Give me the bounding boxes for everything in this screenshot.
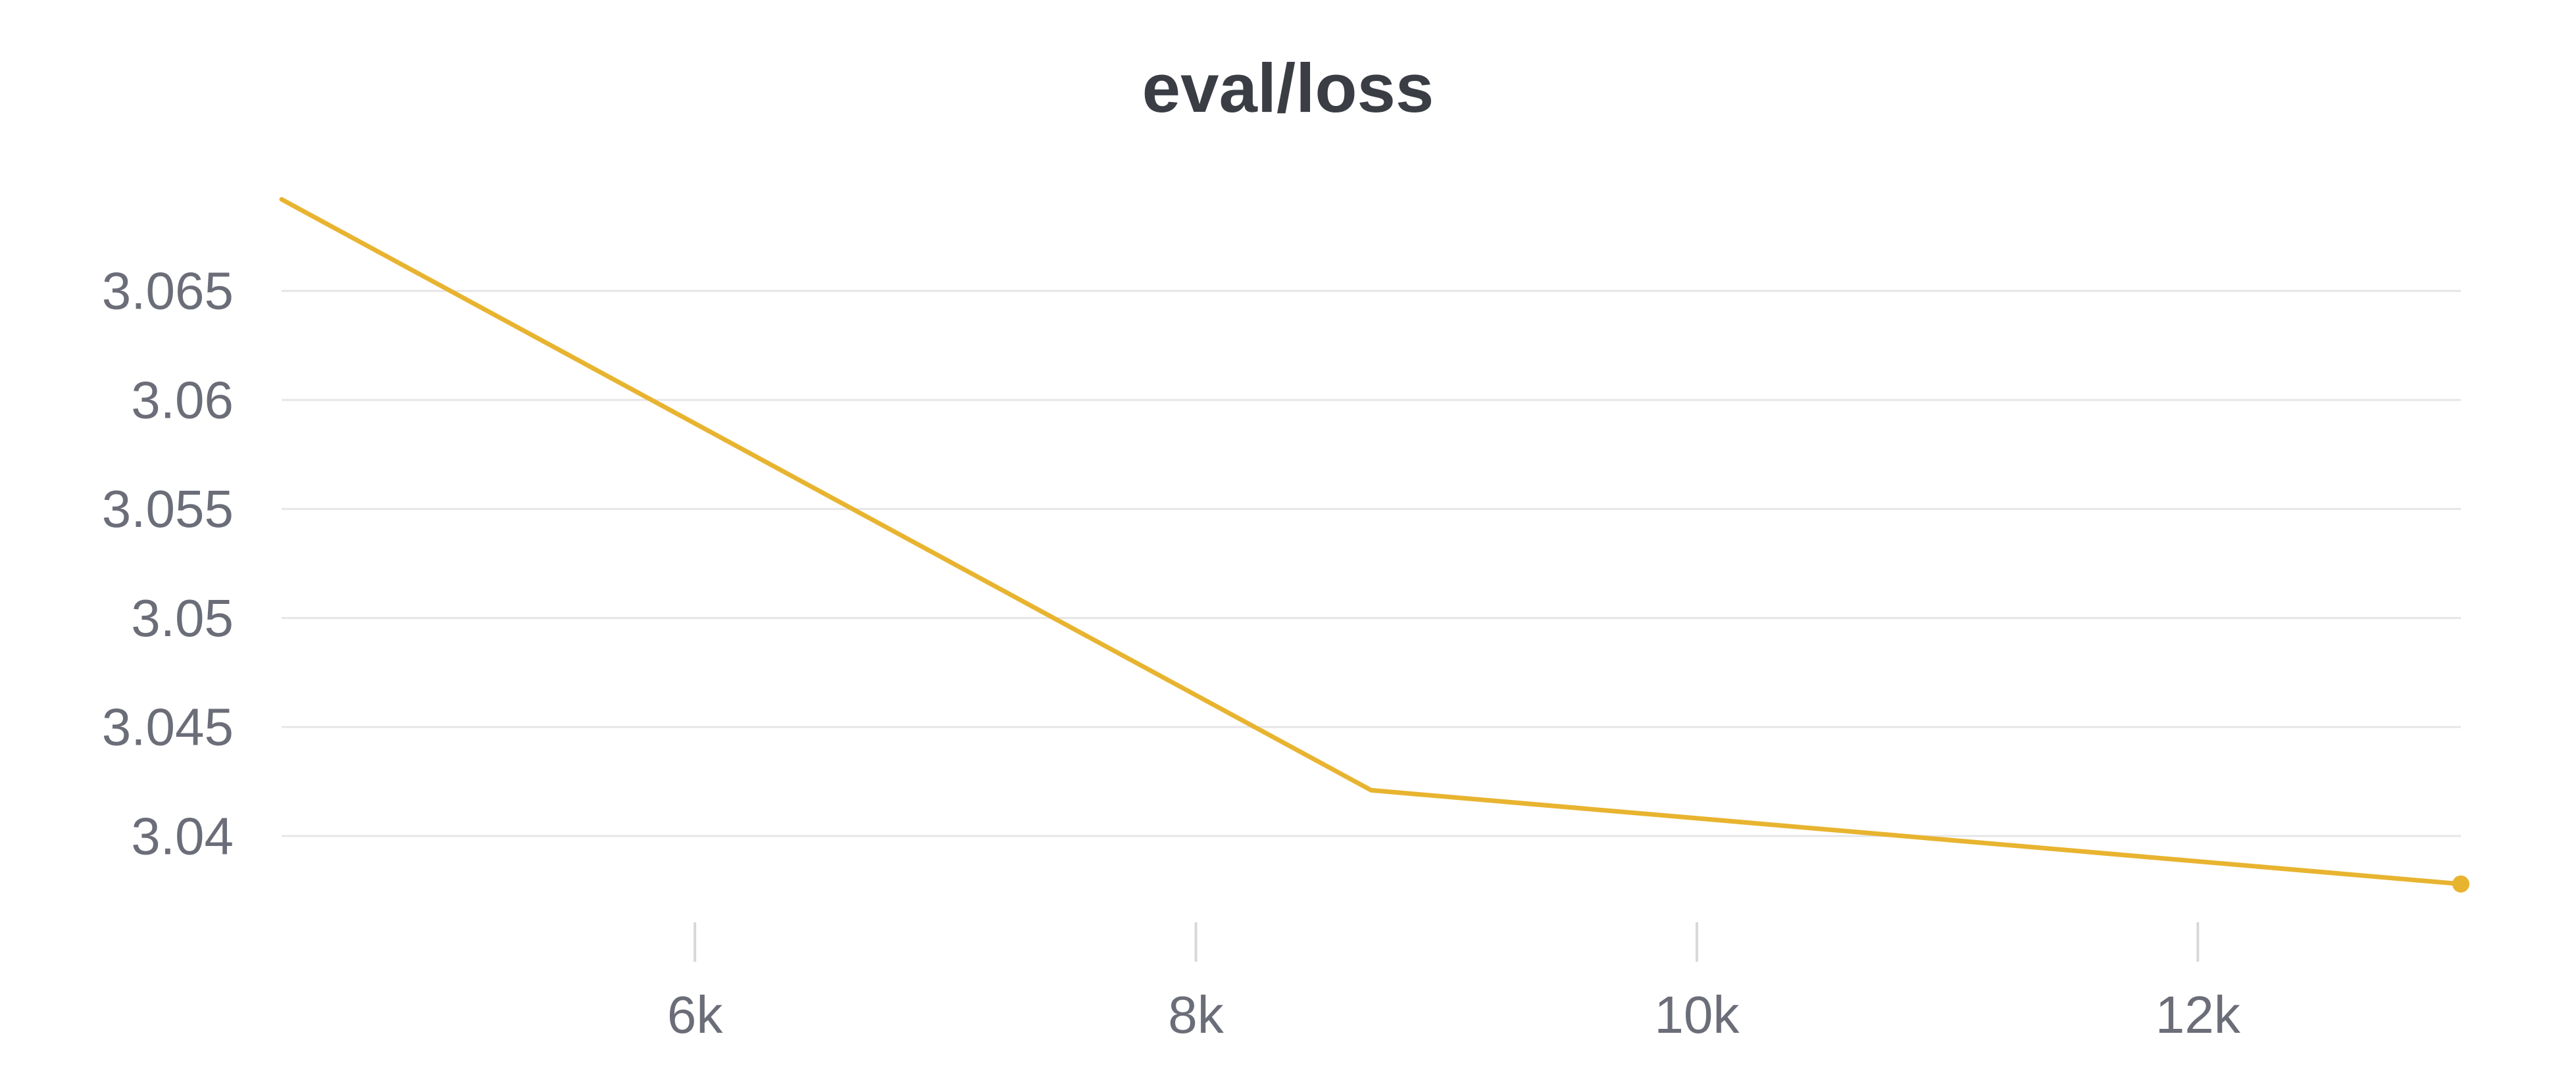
- x-axis: 6k 8k 10k 12k: [667, 922, 2241, 1044]
- y-tick-label: 3.055: [102, 480, 234, 538]
- y-tick-label: 3.065: [102, 262, 234, 320]
- series-layer: [279, 197, 2469, 893]
- x-tick-label: 8k: [1168, 985, 1224, 1044]
- x-tick-label: 12k: [2156, 985, 2241, 1044]
- y-tick-label: 3.06: [131, 370, 234, 429]
- y-tick-label: 3.05: [131, 589, 234, 647]
- series-end-point: [2452, 875, 2469, 893]
- x-tick-label: 10k: [1654, 985, 1740, 1044]
- y-tick-label: 3.045: [102, 698, 234, 757]
- y-tick-label: 3.04: [131, 807, 234, 865]
- y-axis: 3.04 3.045 3.05 3.055 3.06 3.065: [102, 262, 234, 866]
- chart-title: eval/loss: [1142, 50, 1434, 127]
- grid-layer: [282, 289, 2461, 837]
- x-tick-label: 6k: [667, 985, 723, 1044]
- series-line-0: [279, 197, 2463, 887]
